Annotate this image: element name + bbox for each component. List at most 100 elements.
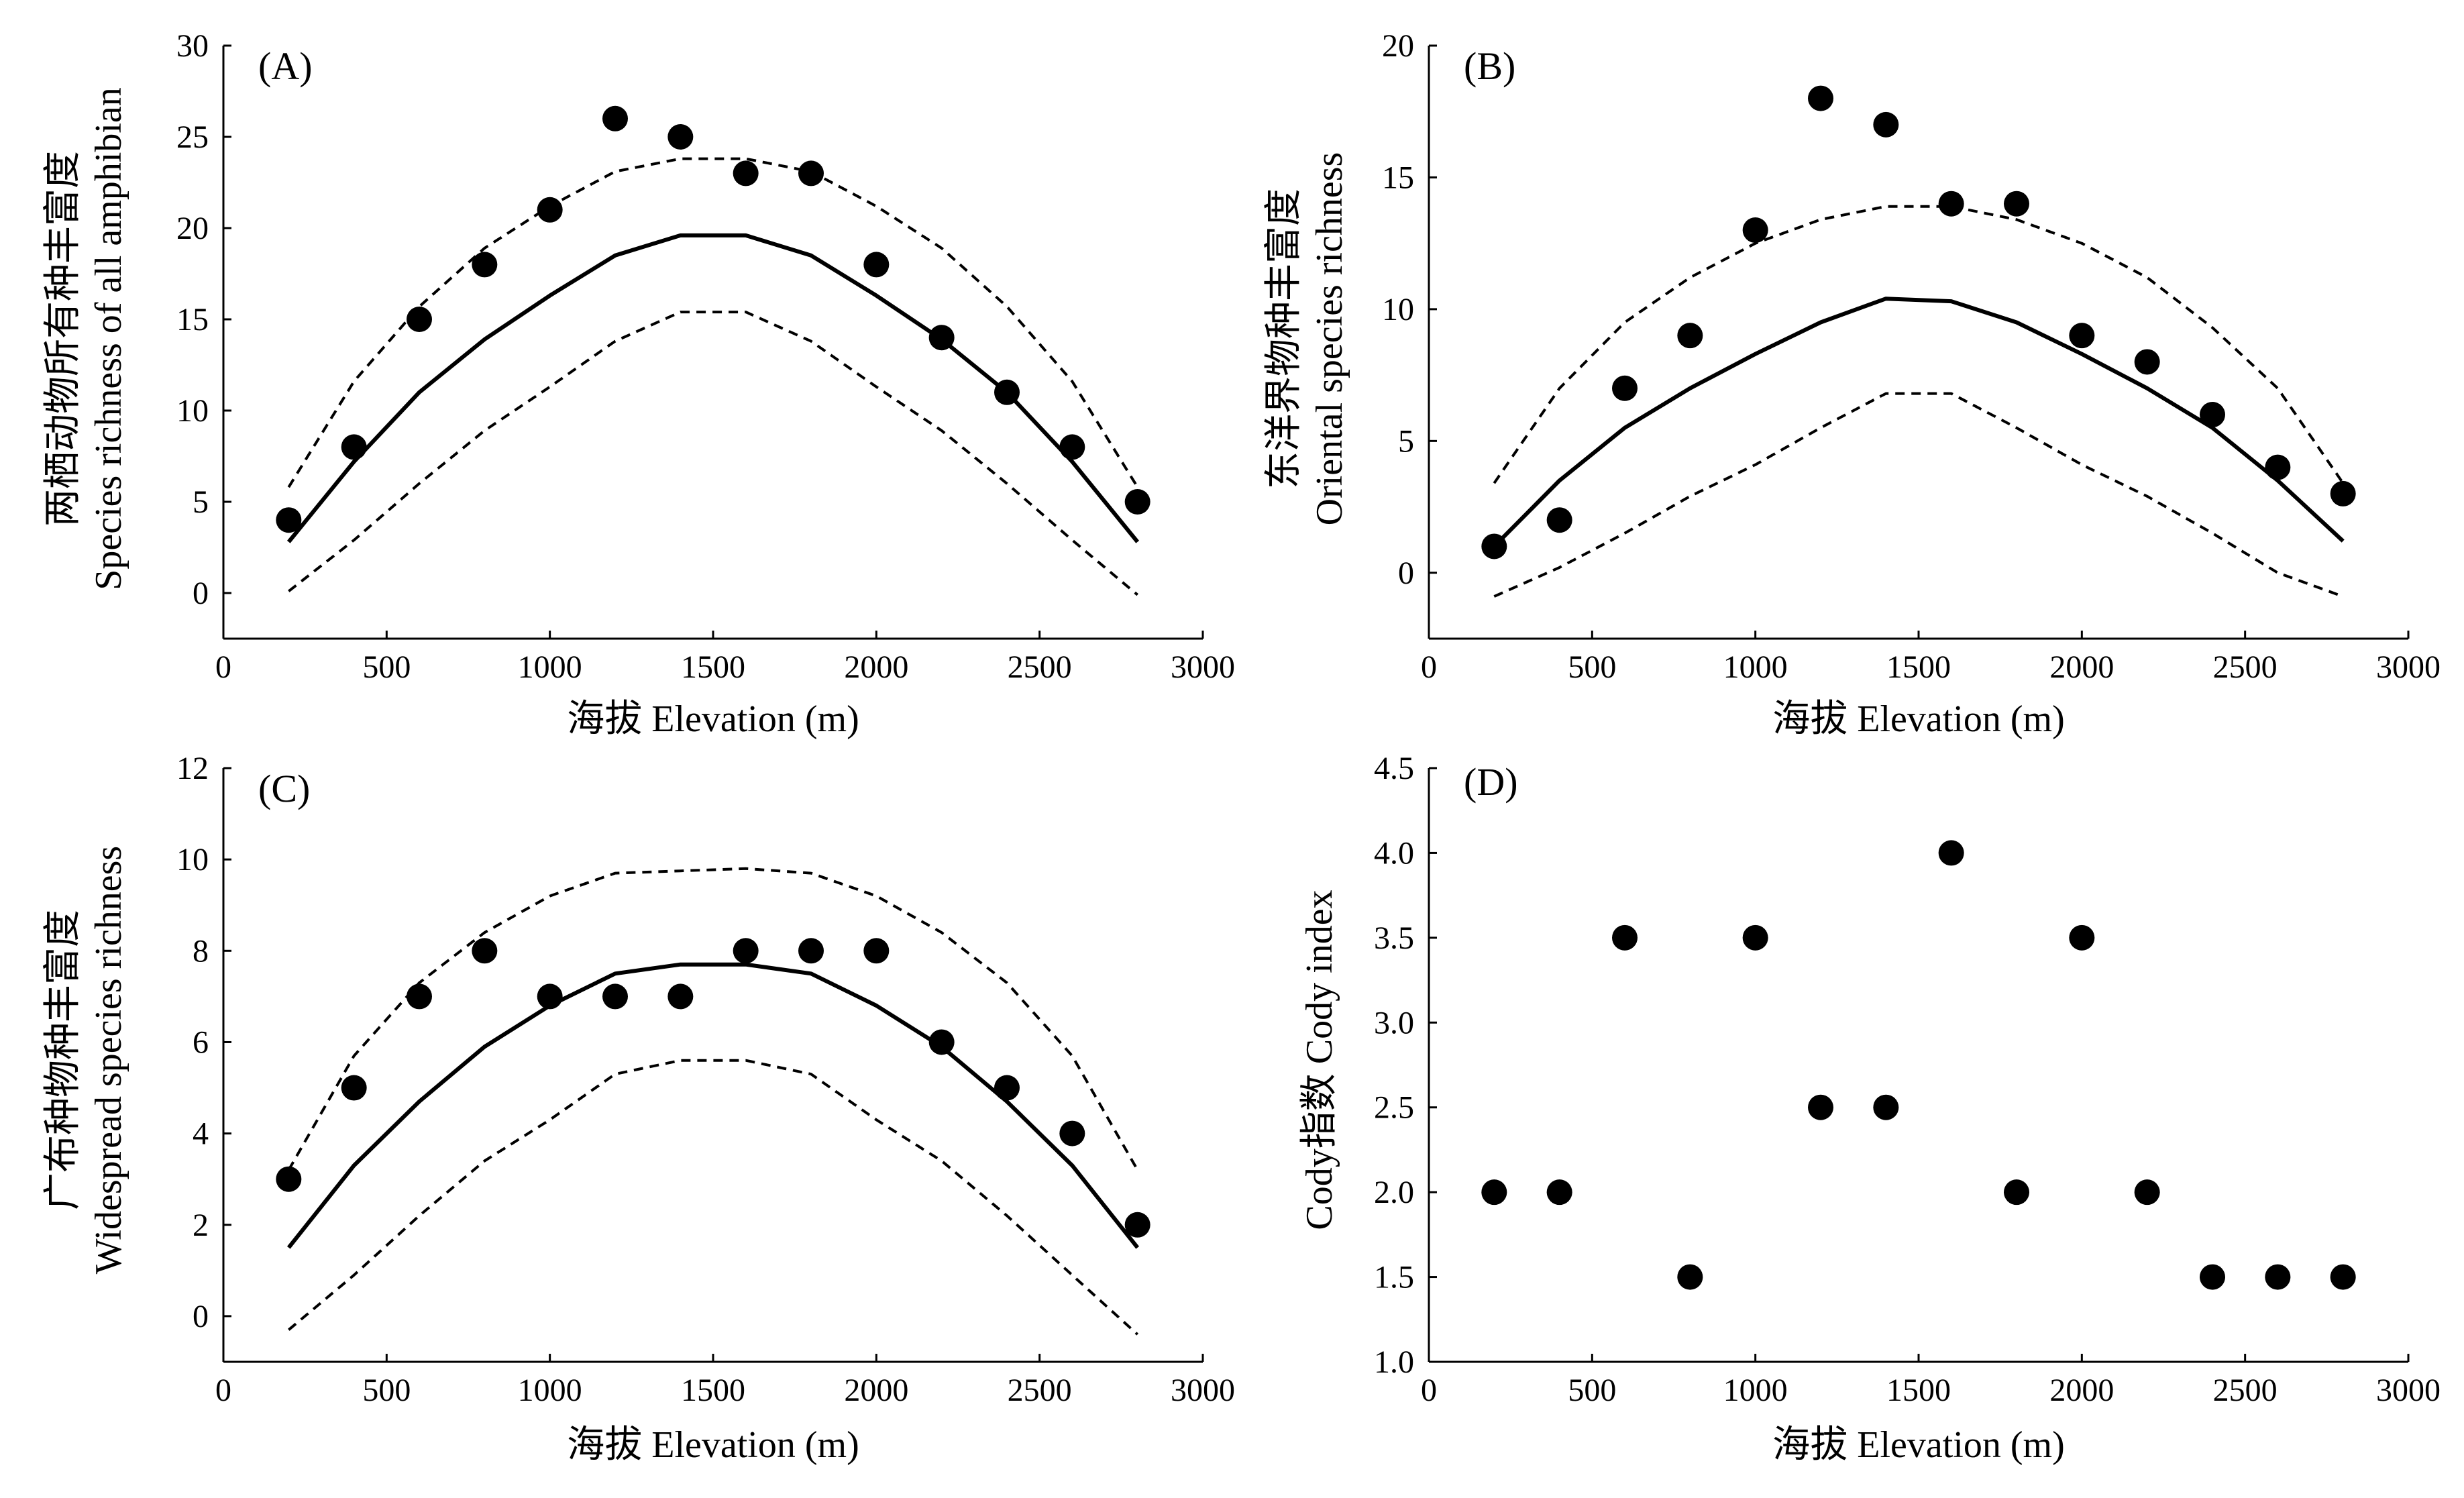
x-tick-label: 2500	[2213, 649, 2278, 685]
y-axis-title-line-1: Cody指数 Cody index	[1299, 890, 1340, 1230]
y-axis-title-line-2: Oriental species richness	[1309, 152, 1350, 526]
data-point	[407, 983, 432, 1010]
data-point	[1124, 1212, 1150, 1238]
data-point	[1873, 1094, 1899, 1120]
x-tick-label: 1500	[681, 1373, 745, 1408]
panel-a: (A) 海拔 Elevation (m) 两栖动物所有种丰富度 Species …	[42, 28, 1235, 740]
data-point	[2134, 1179, 2160, 1206]
panel-label: (A)	[258, 44, 313, 88]
y-tick-label: 6	[193, 1024, 209, 1060]
x-tick-label: 3000	[2376, 1373, 2441, 1408]
y-tick-label: 10	[1382, 292, 1414, 327]
data-point	[1938, 191, 1964, 217]
y-tick-label: 1.5	[1374, 1260, 1414, 1295]
confidence-band-upper	[287, 157, 1139, 488]
y-tick-label: 3.5	[1374, 920, 1414, 956]
panel-d: (D) 海拔 Elevation (m) Cody指数 Cody index 0…	[1299, 751, 2441, 1466]
data-point	[863, 252, 890, 278]
data-point	[2004, 1179, 2029, 1206]
x-tick-label: 1000	[1723, 649, 1788, 685]
data-point	[1873, 111, 1899, 138]
x-tick-label: 2500	[1008, 649, 1072, 685]
data-point	[1546, 507, 1572, 533]
panel-label: (C)	[258, 767, 310, 810]
x-tick-label: 500	[1568, 649, 1616, 685]
x-tick-label: 2000	[844, 1373, 908, 1408]
panel-label: (D)	[1464, 760, 1518, 804]
y-tick-label: 25	[176, 119, 209, 155]
x-tick-label: 1000	[518, 649, 582, 685]
data-point	[1546, 1179, 1572, 1206]
data-point	[2200, 1264, 2225, 1290]
confidence-band-lower	[288, 311, 1138, 596]
data-point	[1059, 434, 1085, 460]
data-point	[2330, 1264, 2356, 1290]
data-point	[1677, 323, 1703, 349]
data-point	[537, 983, 563, 1010]
data-point	[2200, 402, 2225, 428]
x-tick-label: 0	[1421, 1373, 1437, 1408]
x-tick-label: 2000	[844, 649, 908, 685]
x-tick-label: 1500	[681, 649, 745, 685]
x-axis-title: 海拔 Elevation (m)	[567, 1424, 859, 1466]
data-point	[2265, 1264, 2291, 1290]
data-point	[2330, 480, 2356, 506]
data-point	[2265, 454, 2291, 480]
panel-label: (B)	[1464, 44, 1515, 88]
data-point	[276, 507, 302, 533]
data-point	[1059, 1120, 1085, 1146]
data-point	[602, 105, 628, 131]
x-axis-title: 海拔 Elevation (m)	[1772, 1424, 2064, 1466]
panel-b: (B) 海拔 Elevation (m) 东洋界物种丰富度 Oriental s…	[1263, 28, 2441, 740]
data-point	[341, 1075, 367, 1101]
x-tick-label: 3000	[2376, 649, 2441, 685]
confidence-band-upper	[1493, 205, 2345, 484]
x-tick-label: 500	[362, 649, 411, 685]
y-tick-label: 15	[176, 302, 209, 337]
data-point	[276, 1166, 302, 1192]
x-tick-label: 0	[215, 1373, 231, 1408]
x-axis-title: 海拔 Elevation (m)	[1772, 698, 2064, 740]
data-point	[2069, 323, 2095, 349]
data-point	[667, 124, 694, 150]
data-point	[1481, 1179, 1507, 1206]
data-point	[733, 160, 759, 186]
data-point	[472, 252, 498, 278]
y-tick-label: 3.0	[1374, 1005, 1414, 1040]
x-tick-label: 1000	[1723, 1373, 1788, 1408]
y-tick-label: 20	[176, 211, 209, 246]
data-point	[1612, 924, 1638, 951]
x-tick-label: 500	[362, 1373, 411, 1408]
y-tick-label: 4	[193, 1116, 209, 1152]
y-tick-label: 0	[1398, 555, 1414, 591]
y-axis-title-line-2: Widespread species richness	[88, 846, 129, 1274]
x-tick-label: 1500	[1886, 1373, 1951, 1408]
data-point	[2004, 191, 2029, 217]
data-point	[1481, 533, 1507, 559]
y-tick-label: 12	[176, 751, 209, 786]
y-axis-title-line-1: 两栖动物所有种丰富度	[42, 151, 84, 527]
data-point	[1742, 924, 1768, 951]
y-tick-label: 15	[1382, 160, 1414, 195]
data-point	[537, 197, 563, 223]
y-tick-label: 10	[176, 393, 209, 429]
data-point	[994, 379, 1020, 405]
x-tick-label: 2000	[2049, 1373, 2114, 1408]
y-tick-label: 5	[193, 484, 209, 520]
y-tick-label: 20	[1382, 28, 1414, 64]
y-tick-label: 2.5	[1374, 1090, 1414, 1126]
x-tick-label: 1500	[1886, 649, 1951, 685]
data-point	[1742, 217, 1768, 244]
data-point	[1938, 840, 1964, 866]
x-tick-label: 2000	[2049, 649, 2114, 685]
x-tick-label: 500	[1568, 1373, 1616, 1408]
data-point	[928, 1029, 955, 1055]
y-tick-label: 1.0	[1374, 1344, 1414, 1380]
y-tick-label: 0	[193, 1299, 209, 1334]
y-tick-label: 2.0	[1374, 1175, 1414, 1210]
x-tick-label: 3000	[1171, 1373, 1235, 1408]
confidence-band-upper	[287, 867, 1139, 1171]
confidence-band-lower	[1493, 392, 2344, 598]
x-tick-label: 0	[215, 649, 231, 685]
